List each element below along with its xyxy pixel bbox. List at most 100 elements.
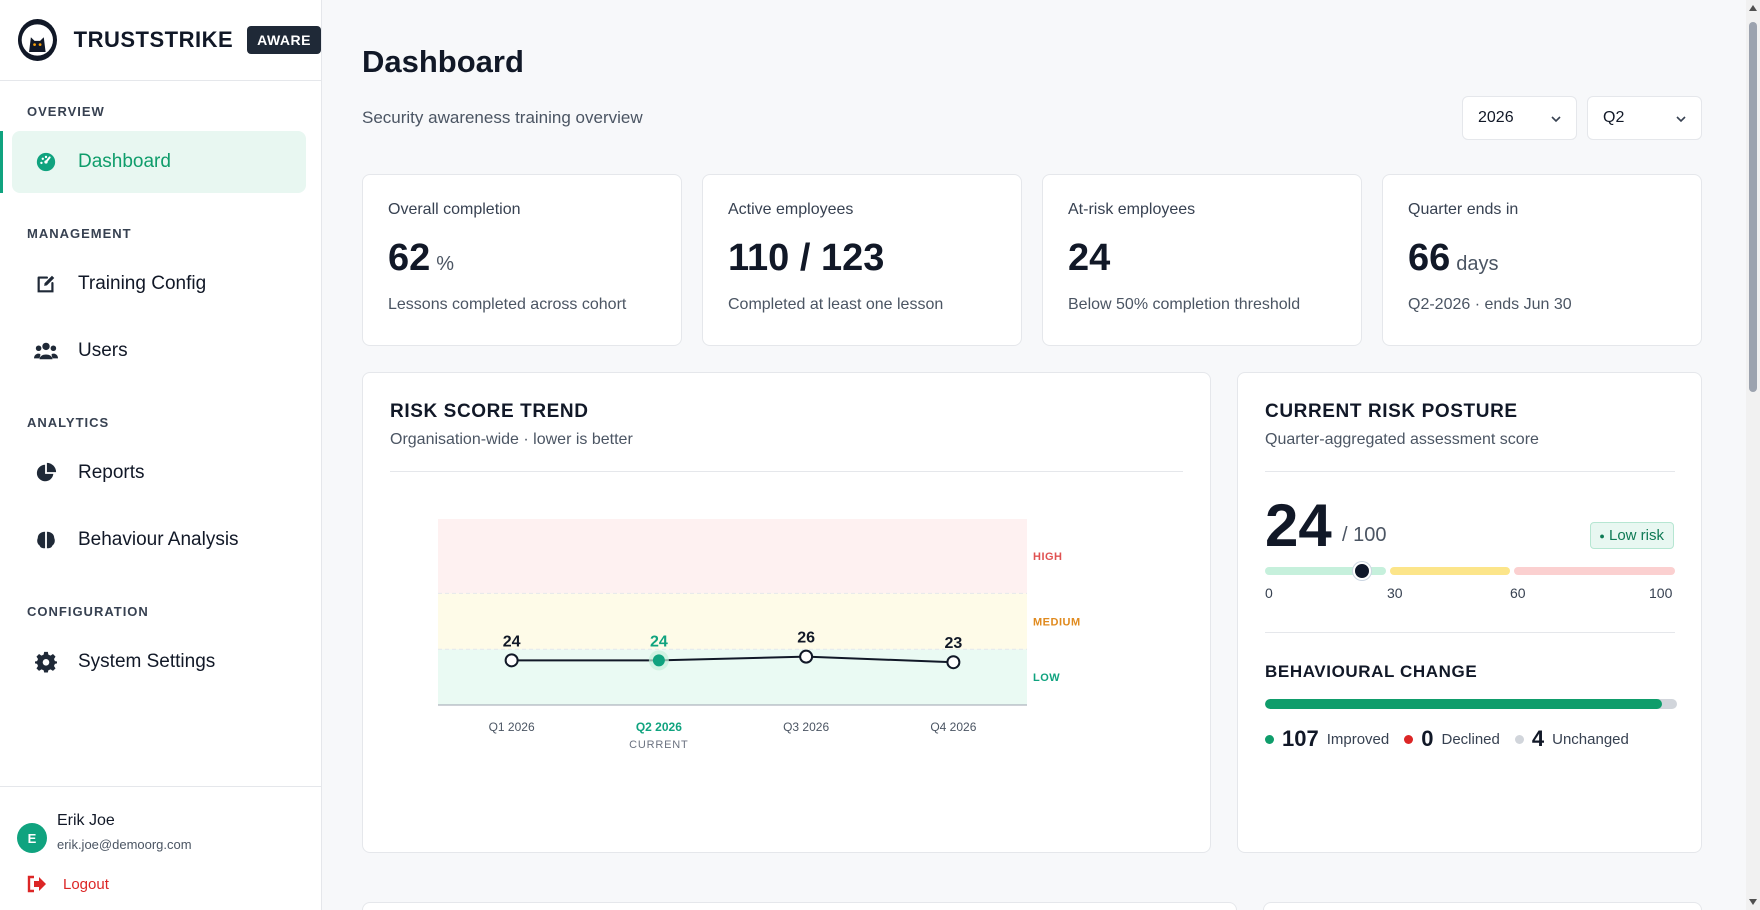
scale-tick: 30 [1387,585,1403,601]
year-select[interactable]: 2026 [1462,96,1577,140]
declined-count: 0 [1421,726,1434,751]
stat-value: 110 / 123 [728,237,885,279]
stat-value-wrap: 24 [1068,237,1361,280]
sidebar-item-users[interactable]: Users [12,320,306,382]
stat-value: 62 [388,237,431,279]
active-indicator [0,131,3,193]
sidebar: TRUSTSTRIKE AWARE OVERVIEW Dashboard MAN… [0,0,322,910]
nav-section-configuration: CONFIGURATION [27,604,149,619]
stat-desc: Below 50% completion threshold [1068,296,1301,313]
data-label: 26 [797,630,815,647]
stat-value: 24 [1068,237,1111,279]
declined-label: Declined [1441,730,1500,748]
sidebar-item-label: Reports [78,462,145,483]
stat-value-wrap: 62% [388,237,681,280]
sidebar-item-system-settings[interactable]: System Settings [12,631,306,693]
x-tick-label: Q1 2026 [489,720,535,734]
risk-score-max: / 100 [1342,524,1387,546]
quarter-select[interactable]: Q2 [1587,96,1702,140]
brand-header: TRUSTSTRIKE AWARE [0,0,321,81]
stat-label: Quarter ends in [1408,201,1519,218]
user-email: erik.joe@demoorg.com [57,837,192,852]
behaviour-title: BEHAVIOURAL CHANGE [1265,662,1478,681]
stat-card-quarter-ends: Quarter ends in 66 days Q2-2026 · ends Ju… [1382,174,1702,346]
data-label: 23 [944,635,962,652]
risk-score-marker [1352,562,1371,580]
quarter-select-value: Q2 [1603,109,1625,126]
improved-count: 107 [1282,726,1319,751]
data-point [652,654,665,667]
x-tick-label: Q4 2026 [930,720,976,734]
sidebar-item-dashboard[interactable]: Dashboard [12,131,306,193]
logout-label: Logout [63,875,109,893]
panel-subtitle: Quarter-aggregated assessment score [1265,431,1539,448]
brand-logo-icon[interactable] [18,19,57,61]
stat-desc: Completed at least one lesson [728,296,944,313]
brand-badge: AWARE [247,26,321,54]
next-card-right [1263,902,1702,910]
panel-divider [1265,632,1675,633]
risk-band-label-high: HIGH [1033,551,1063,563]
improved-dot-icon [1265,734,1274,744]
stat-card-at-risk: At-risk employees 24 Below 50% completio… [1042,174,1362,346]
scale-segment-low [1265,567,1386,575]
nav-section-management: MANAGEMENT [27,226,132,241]
legend-unchanged: 4 Unchanged [1514,726,1629,752]
nav-section-overview: OVERVIEW [27,104,105,119]
data-label: 24 [650,633,668,650]
risk-band-medium [438,593,1027,650]
stat-value-wrap: 66 days [1408,237,1701,280]
stat-desc: Lessons completed across cohort [388,296,627,313]
scale-segment-high [1514,567,1675,575]
panel-divider [1265,471,1675,472]
risk-band-high [438,519,1027,594]
page-scrollbar[interactable] [1746,0,1760,910]
data-point [504,653,519,668]
year-select-value: 2026 [1478,109,1514,126]
scale-segment-medium [1390,567,1510,575]
risk-level-label: Low risk [1608,527,1664,544]
scale-tick: 0 [1265,585,1273,601]
scale-tick: 100 [1649,585,1673,601]
sidebar-item-reports[interactable]: Reports [12,442,306,504]
scroll-thumb[interactable] [1749,22,1757,392]
legend-declined: 0 Declined [1404,726,1500,752]
sidebar-item-training-config[interactable]: Training Config [12,253,306,315]
sidebar-item-label: System Settings [78,651,216,672]
pie-chart-icon [34,461,58,485]
scale-tick: 60 [1510,585,1526,601]
sidebar-item-behaviour-analysis[interactable]: Behaviour Analysis [12,509,306,571]
chevron-down-icon [1550,112,1562,130]
avatar[interactable]: E [17,823,47,853]
page-subtitle: Security awareness training overview [362,108,643,127]
stat-label: Active employees [728,201,854,218]
gear-icon [34,650,58,674]
user-name: Erik Joe [57,812,115,829]
sidebar-item-label: Users [78,340,128,361]
scroll-up-icon[interactable] [1749,5,1757,11]
sidebar-item-label: Training Config [78,273,207,294]
stat-unit: % [436,253,455,275]
sidebar-item-label: Behaviour Analysis [78,529,239,550]
declined-dot-icon [1404,734,1414,744]
logout-icon [27,875,47,893]
unchanged-dot-icon [1514,734,1524,744]
behaviour-legend: 107 Improved 0 Declined 4 Unchanged [1265,726,1629,752]
risk-band-label-medium: MEDIUM [1033,616,1081,628]
status-dot-icon: ● [1599,531,1605,542]
improved-label: Improved [1326,730,1390,748]
data-point [799,649,814,664]
stat-label: Overall completion [388,201,521,218]
data-label: 24 [503,633,521,650]
sidebar-item-label: Dashboard [78,151,171,172]
behaviour-progress-bar [1265,699,1677,709]
unchanged-count: 4 [1531,726,1545,751]
stat-value: 66 [1408,237,1451,279]
x-tick-label: Q3 2026 [783,720,829,734]
logout-button[interactable]: Logout [27,875,109,893]
scroll-down-icon[interactable] [1749,899,1757,905]
next-card-left [362,902,1237,910]
stat-unit: days [1456,253,1499,275]
risk-trend-chart: LOW MEDIUM HIGH 24 Q1 2026 24 Q2 2026 CURRENT 26… [438,519,1081,751]
brand-name: TRUSTSTRIKE [73,27,234,52]
